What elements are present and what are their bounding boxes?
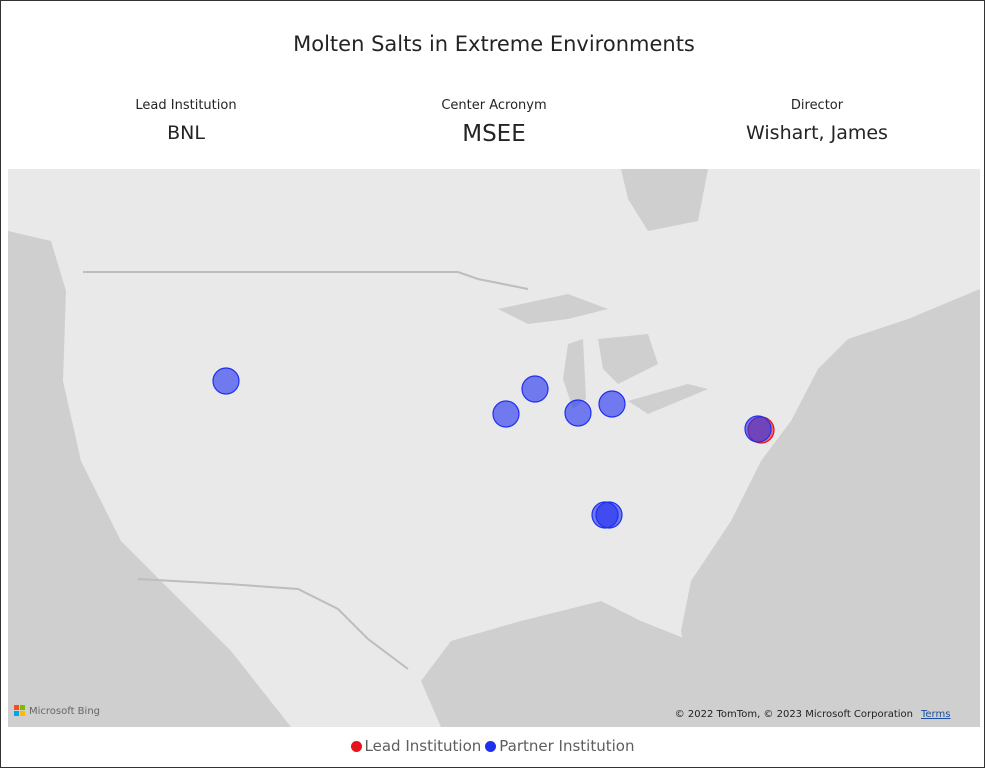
card-label: Center Acronym	[441, 98, 547, 113]
location-marker[interactable]	[521, 375, 549, 403]
legend-item[interactable]: Lead Institution	[350, 737, 482, 755]
location-marker[interactable]	[595, 501, 623, 529]
border	[137, 578, 409, 670]
location-marker[interactable]	[564, 399, 592, 427]
legend: Lead Institution Partner Institution	[1, 737, 984, 756]
legend-swatch	[485, 740, 497, 752]
hudson-bay	[621, 169, 708, 231]
location-marker[interactable]	[744, 415, 772, 443]
atlantic-ocean	[681, 289, 980, 727]
legend-swatch	[350, 740, 362, 752]
card-label: Lead Institution	[135, 98, 237, 113]
lake	[563, 339, 586, 409]
lake	[498, 294, 608, 324]
logo	[20, 705, 25, 710]
attribution: © 2022 TomTom, © 2023 Microsoft Corporat…	[675, 709, 913, 720]
lake	[598, 334, 658, 384]
card-value: BNL	[167, 122, 205, 144]
pacific-ocean	[8, 231, 291, 727]
lake	[628, 384, 708, 414]
logo	[20, 711, 25, 716]
card-label: Director	[790, 98, 844, 113]
terms-link[interactable]: Terms	[920, 709, 950, 720]
title: Molten Salts in Extreme Environments	[293, 32, 695, 56]
location-marker[interactable]	[492, 400, 520, 428]
gulf	[421, 601, 701, 727]
logo	[14, 705, 19, 710]
legend-item[interactable]: Partner Institution	[485, 737, 634, 755]
map[interactable]: Microsoft Bing © 2022 TomTom, © 2023 Mic…	[8, 169, 980, 727]
location-marker[interactable]	[212, 367, 240, 395]
legend-label: Lead Institution	[364, 737, 482, 755]
location-marker[interactable]	[598, 390, 626, 418]
card-value: Wishart, James	[746, 122, 888, 144]
markers	[212, 367, 775, 529]
legend-label: Partner Institution	[499, 737, 635, 755]
logo	[14, 711, 19, 716]
provider: Microsoft Bing	[29, 706, 100, 717]
card-value: MSEE	[462, 121, 526, 147]
border	[83, 271, 529, 290]
